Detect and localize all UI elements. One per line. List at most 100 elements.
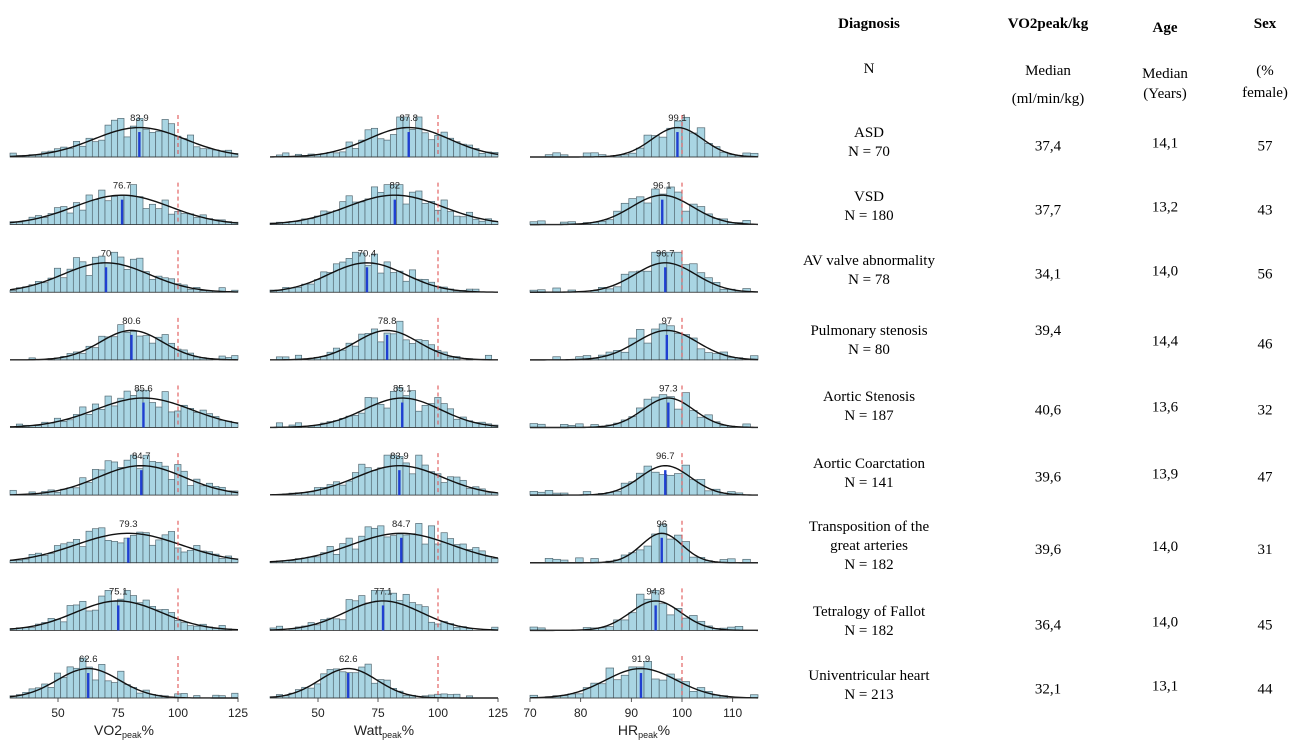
histogram-bar	[174, 410, 182, 428]
histogram-bar	[620, 351, 630, 361]
histogram-bar	[332, 347, 341, 361]
histogram-bar	[98, 469, 106, 496]
histogram-bar	[313, 556, 322, 564]
histogram-bar	[421, 606, 429, 631]
density-curve	[9, 262, 239, 293]
density-curve	[9, 194, 239, 224]
row-n: N = 187	[844, 408, 894, 424]
histogram-bar	[613, 490, 622, 496]
histogram-bar	[332, 263, 341, 293]
histogram-bar	[53, 491, 62, 496]
histogram-bar	[628, 666, 637, 699]
row-n: N = 180	[844, 208, 893, 224]
histogram-bar	[484, 556, 493, 564]
histogram-bar	[370, 682, 379, 699]
histogram-bar	[129, 534, 138, 564]
histogram-bar	[383, 139, 391, 158]
histogram-bar	[377, 525, 385, 564]
median-label: 83.9	[130, 113, 149, 124]
x-tick-label: 75	[371, 706, 385, 720]
histogram-bar	[704, 352, 713, 361]
histogram-bar	[658, 524, 668, 564]
histogram-bar	[186, 213, 195, 225]
histogram-bar	[478, 220, 486, 225]
histogram-panel: 96.7	[529, 248, 759, 293]
histogram-bar	[79, 477, 87, 496]
histogram-bar	[104, 395, 112, 428]
histogram-bar	[117, 256, 125, 293]
histogram-bar	[136, 196, 144, 225]
histogram-bar	[218, 419, 226, 428]
histogram-bar	[180, 551, 188, 564]
histogram-bar	[465, 211, 474, 225]
histogram-bar	[666, 127, 675, 158]
histogram-bar	[98, 139, 106, 158]
histogram-bar	[186, 485, 195, 496]
histogram-bar	[636, 329, 645, 361]
histogram-panel: 70	[9, 248, 239, 293]
histogram-bar	[651, 188, 660, 225]
histogram-bar	[339, 349, 347, 361]
histogram-bar	[459, 479, 467, 496]
histogram-bar	[148, 544, 157, 564]
header-diagnosis: Diagnosis	[838, 16, 900, 32]
row-n: N = 182	[844, 557, 893, 573]
histogram-bar	[155, 539, 163, 564]
x-tick-label: 50	[51, 706, 65, 720]
histogram-bar	[79, 353, 87, 361]
histogram-bar	[377, 403, 385, 428]
histogram-bar	[98, 527, 106, 564]
histogram-bar	[104, 200, 112, 225]
subheader-vo2-line1: Median	[1025, 63, 1071, 79]
histogram-bar	[85, 610, 93, 631]
row-diagnosis: Transposition of the	[809, 519, 930, 535]
row-vo2-median: 39,6	[1035, 542, 1062, 558]
histogram-bar	[421, 132, 429, 158]
density-curve	[269, 329, 499, 361]
histogram-bar	[434, 543, 442, 564]
histogram-bar	[231, 692, 239, 699]
histogram-bar	[307, 283, 315, 293]
histogram-bar	[123, 136, 131, 158]
median-label: 99.1	[668, 113, 687, 124]
histogram-bar	[161, 391, 169, 428]
histogram-bar	[351, 548, 360, 564]
histogram-bar	[123, 390, 131, 428]
histogram-bar	[28, 216, 36, 225]
histogram-bar	[472, 547, 480, 564]
histogram-bar	[681, 617, 690, 631]
row-age-median: 13,2	[1152, 200, 1178, 216]
histogram-bar	[377, 341, 385, 361]
histogram-bar	[167, 531, 176, 564]
row-age-median: 13,6	[1152, 400, 1179, 416]
median-label: 75.1	[109, 586, 128, 597]
x-tick-label: 100	[428, 706, 448, 720]
histogram-bar	[117, 397, 125, 428]
histogram-bar	[345, 141, 353, 158]
histogram-bar	[628, 198, 637, 225]
histogram-bar	[41, 555, 49, 564]
histogram-bar	[186, 288, 195, 293]
median-label: 70.4	[358, 248, 377, 259]
histogram-bar	[696, 348, 706, 361]
row-vo2-median: 32,1	[1035, 682, 1061, 698]
histogram-bar	[110, 336, 119, 361]
histogram-bar	[117, 670, 125, 699]
histogram-bar	[446, 356, 455, 361]
row-age-median: 14,1	[1152, 136, 1178, 152]
histogram-bar	[415, 454, 423, 496]
histogram-bar	[696, 687, 706, 699]
histogram-bar	[155, 208, 163, 225]
x-tick-label: 110	[723, 706, 742, 720]
histogram-bar	[643, 202, 652, 225]
histogram-bar	[339, 619, 347, 631]
histogram-bar	[628, 612, 637, 631]
histogram-bar	[643, 270, 652, 293]
histogram-bar	[415, 410, 423, 428]
x-tick-label: 70	[523, 706, 537, 720]
histogram-bar	[193, 545, 201, 564]
density-curve	[269, 464, 499, 496]
histogram-panel: 78.8	[269, 316, 499, 361]
x-axis-label: VO2peak%	[94, 722, 154, 740]
